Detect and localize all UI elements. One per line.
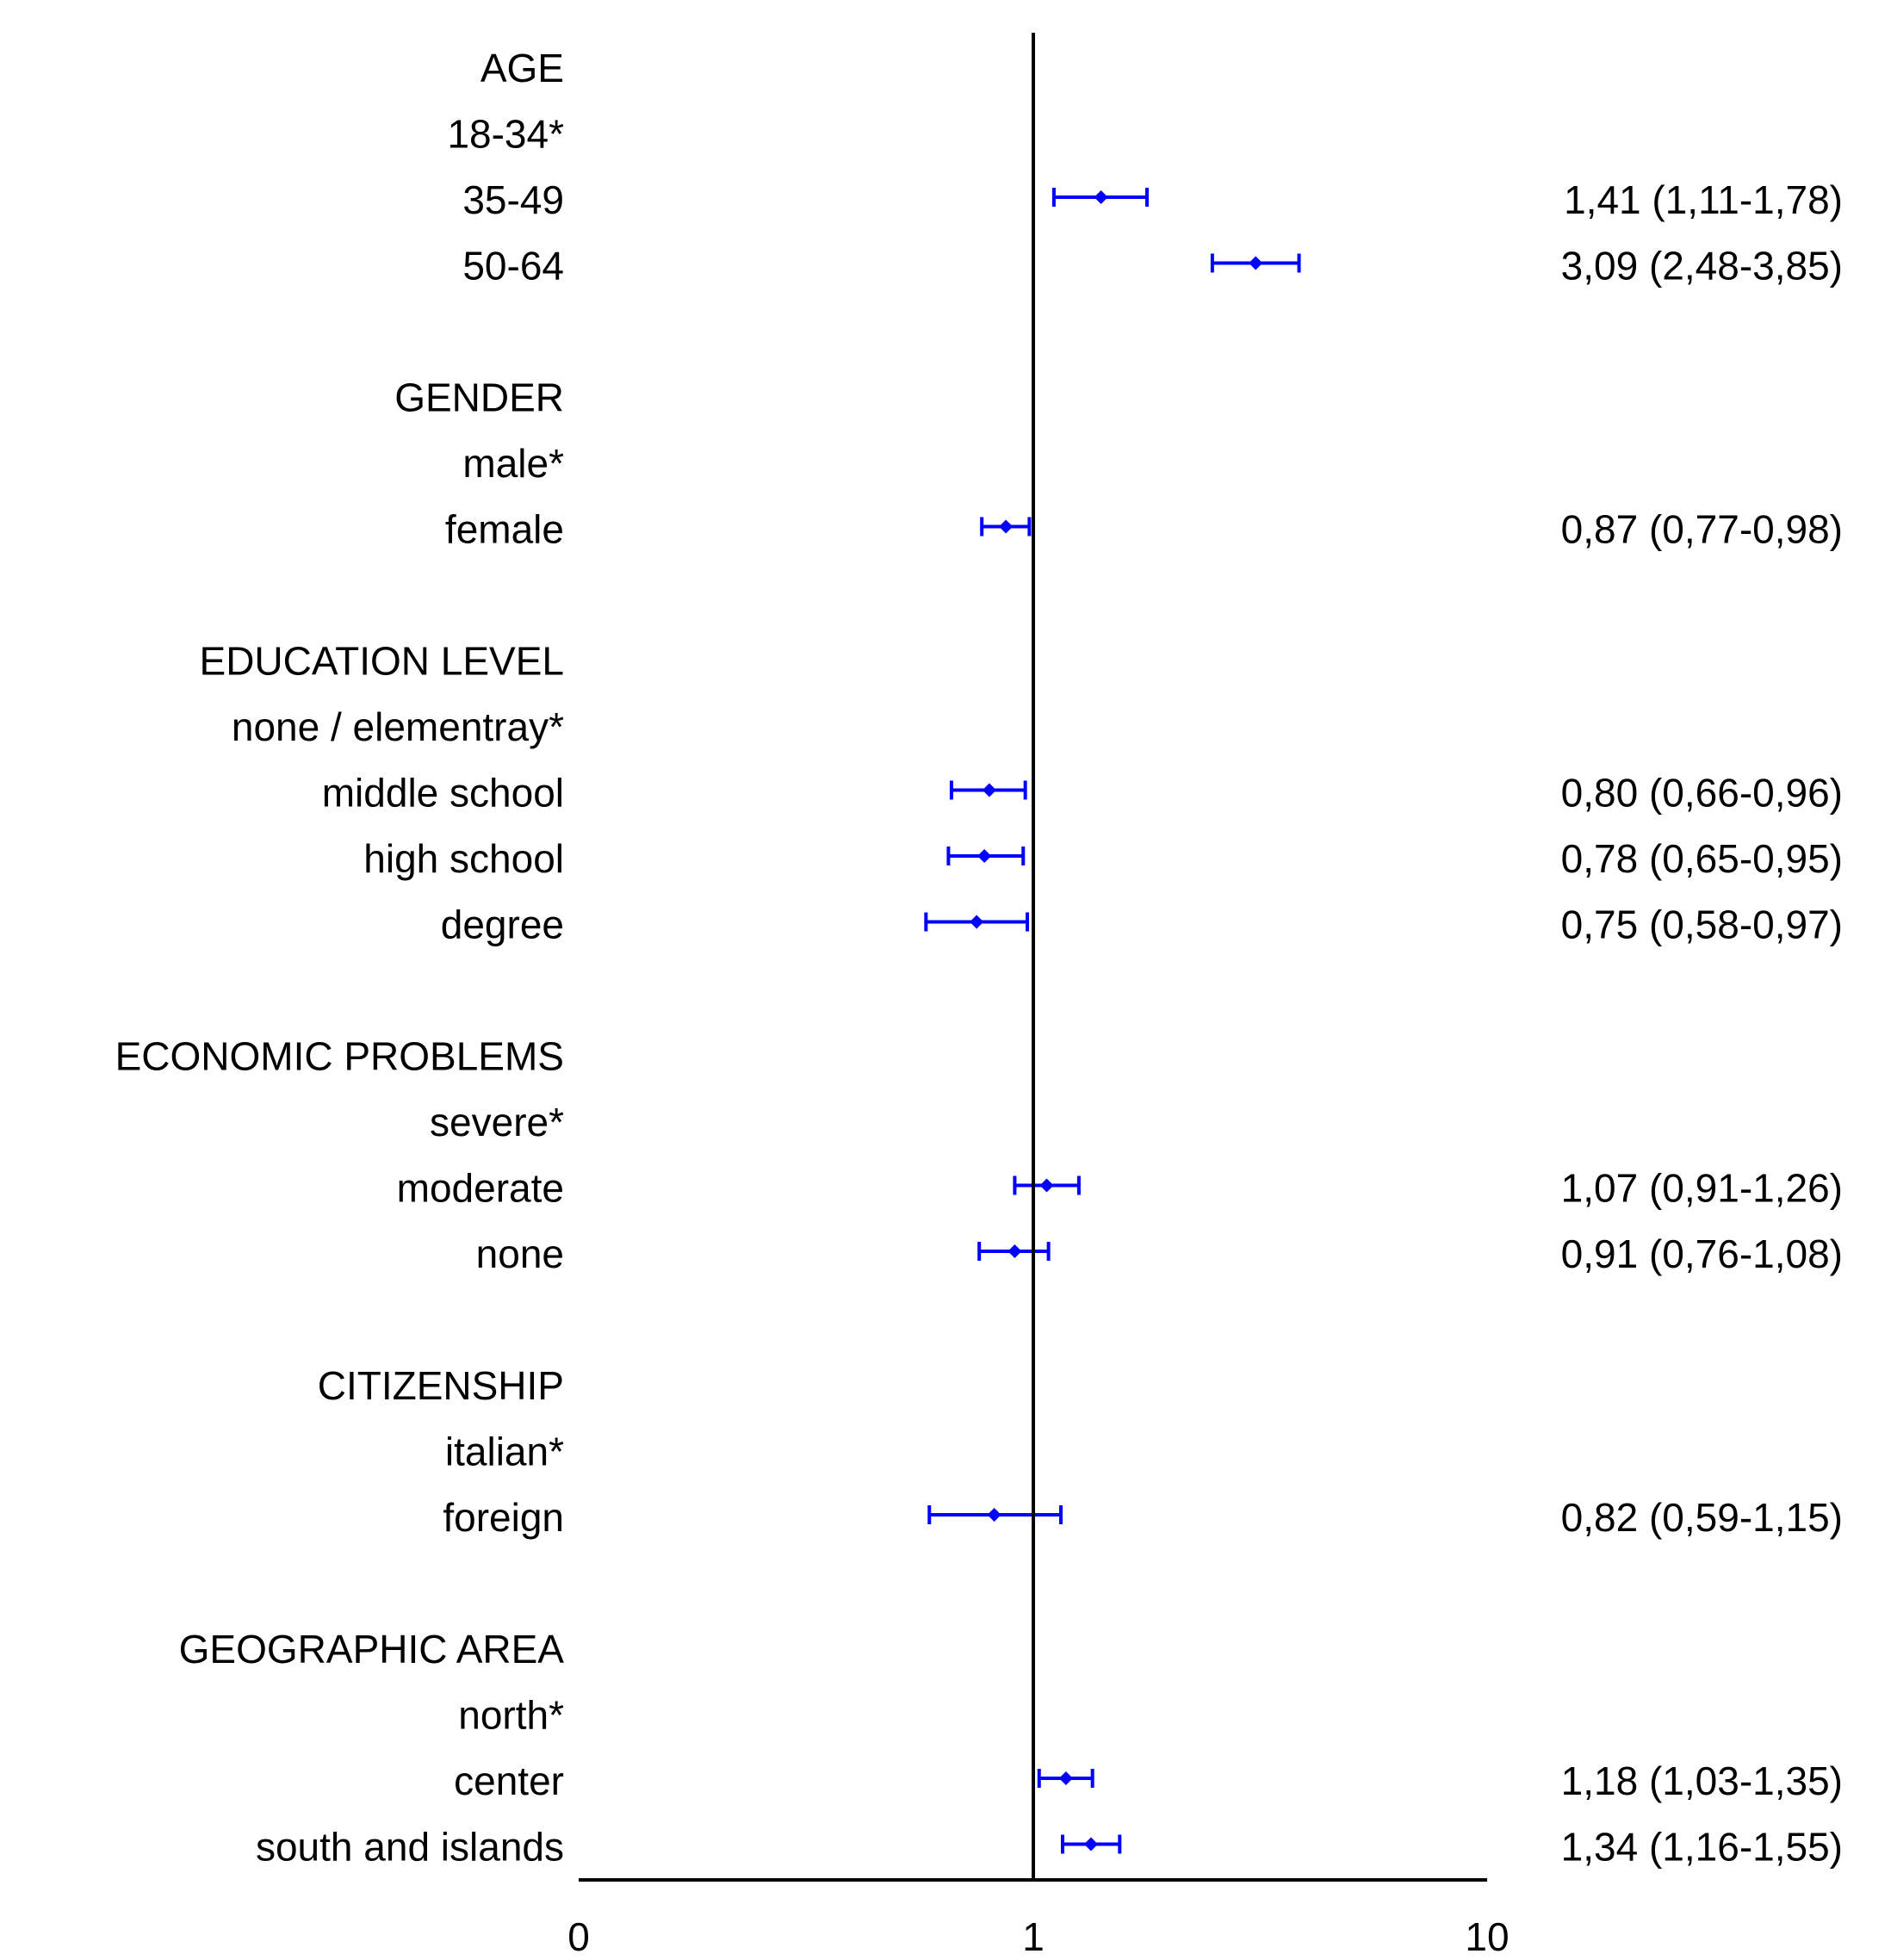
x-axis-ticks: 0 1 10: [567, 1914, 1509, 1959]
point-estimate: [1094, 190, 1108, 204]
ci-mark: [949, 780, 1027, 800]
row-label: none: [476, 1231, 564, 1276]
row-label: GENDER: [394, 375, 564, 420]
or-ci-value: 1,41 (1,11-1,78): [1564, 177, 1843, 222]
point-estimate: [999, 519, 1014, 534]
or-ci-value: 0,91 (0,76-1,08): [1561, 1231, 1843, 1276]
x-tick-label: 1: [1022, 1914, 1045, 1959]
row-label: center: [454, 1758, 564, 1803]
row-labels: AGE 18-34* 35-49 50-64 GENDER male* female EDUC…: [115, 46, 565, 1870]
point-estimate: [1039, 1178, 1054, 1193]
x-tick-label: 0: [567, 1914, 590, 1959]
row-label: middle school: [322, 771, 564, 816]
row-label: female: [445, 507, 564, 552]
row-label: ECONOMIC PROBLEMS: [115, 1034, 564, 1079]
row-label: foreign: [443, 1495, 564, 1540]
row-label: GEOGRAPHIC AREA: [179, 1627, 565, 1672]
row-label: 50-64: [462, 244, 564, 288]
ci-mark: [1051, 188, 1149, 207]
or-ci-value: 0,82 (0,59-1,15): [1561, 1495, 1843, 1540]
point-estimate: [970, 915, 984, 929]
ci-mark: [980, 517, 1032, 537]
row-label: 18-34*: [447, 112, 564, 157]
or-ci-value: 1,18 (1,03-1,35): [1561, 1758, 1843, 1803]
or-ci-value: 0,87 (0,77-0,98): [1561, 507, 1843, 552]
row-label: severe*: [430, 1100, 564, 1144]
row-label: 35-49: [462, 177, 564, 222]
row-label: high school: [363, 836, 564, 881]
point-estimate: [987, 1508, 1001, 1522]
or-ci-value: 0,80 (0,66-0,96): [1561, 771, 1843, 816]
odds-ratio-marks: [924, 188, 1301, 1854]
ci-mark: [946, 847, 1026, 865]
row-label: AGE: [480, 46, 564, 90]
ci-mark: [924, 912, 1030, 932]
point-estimate: [1058, 1771, 1073, 1785]
row-label: none / elementray*: [232, 704, 564, 749]
point-estimate: [1008, 1244, 1022, 1258]
or-ci-value: 1,34 (1,16-1,55): [1561, 1825, 1843, 1870]
row-label: north*: [458, 1693, 564, 1738]
row-label: south and islands: [256, 1825, 564, 1870]
ci-mark: [977, 1242, 1051, 1261]
row-label: CITIZENSHIP: [318, 1363, 564, 1408]
row-label: EDUCATION LEVEL: [200, 639, 564, 684]
ci-mark: [1060, 1834, 1122, 1854]
x-tick-label: 10: [1465, 1914, 1509, 1959]
point-estimate: [977, 849, 992, 863]
point-estimate: [1083, 1837, 1098, 1851]
ci-mark: [1210, 253, 1301, 273]
point-estimate: [982, 783, 996, 797]
or-ci-value: 0,75 (0,58-0,97): [1561, 902, 1843, 947]
row-label: degree: [441, 902, 564, 947]
ci-mark: [1037, 1769, 1094, 1788]
row-label: italian*: [445, 1430, 564, 1474]
row-label: moderate: [397, 1166, 564, 1211]
ci-mark: [1013, 1175, 1081, 1195]
or-ci-value: 3,09 (2,48-3,85): [1561, 244, 1843, 288]
point-estimate: [1249, 256, 1263, 270]
ci-mark: [927, 1505, 1063, 1524]
or-ci-value: 1,07 (0,91-1,26): [1561, 1166, 1843, 1211]
or-ci-value: 0,78 (0,65-0,95): [1561, 836, 1843, 881]
odds-ratio-values: 1,41 (1,11-1,78) 3,09 (2,48-3,85) 0,87 (0,…: [1561, 177, 1843, 1870]
row-label: male*: [462, 441, 564, 486]
